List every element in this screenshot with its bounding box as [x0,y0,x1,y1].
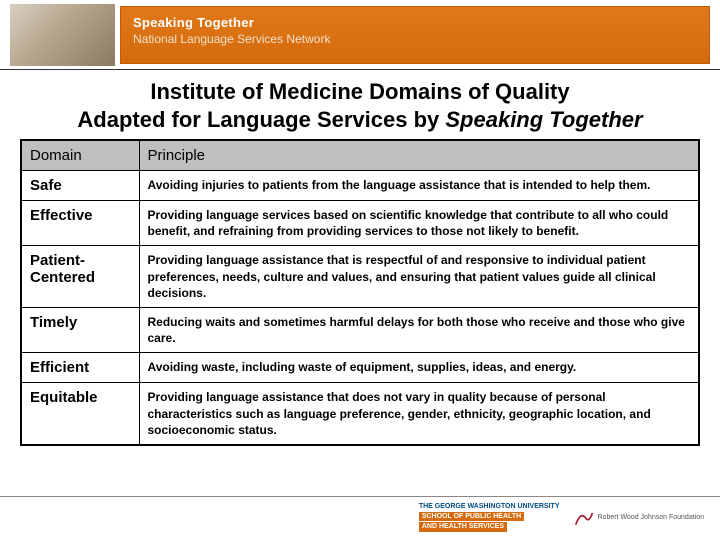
rwjf-mark-icon [574,508,594,528]
cell-domain: Timely [21,307,139,352]
header-photo-placeholder [10,4,115,66]
page-title: Institute of Medicine Domains of Quality… [0,70,720,139]
cell-domain: Effective [21,201,139,246]
table-row: Timely Reducing waits and sometimes harm… [21,307,699,352]
cell-domain: Equitable [21,383,139,445]
cell-principle: Providing language services based on sci… [139,201,699,246]
cell-principle: Reducing waits and sometimes harmful del… [139,307,699,352]
col-header-domain: Domain [21,140,139,171]
gwu-logo: THE GEORGE WASHINGTON UNIVERSITY SCHOOL … [419,503,560,532]
gwu-line2: SCHOOL OF PUBLIC HEALTH [419,512,524,522]
cell-domain: Efficient [21,353,139,383]
cell-domain: Patient-Centered [21,246,139,308]
header-strip: Speaking Together National Language Serv… [0,0,720,70]
table-row: Safe Avoiding injuries to patients from … [21,171,699,201]
title-line2-prefix: Adapted for Language Services by [77,107,445,132]
cell-principle: Avoiding waste, including waste of equip… [139,353,699,383]
col-header-principle: Principle [139,140,699,171]
table-header-row: Domain Principle [21,140,699,171]
slide: Speaking Together National Language Serv… [0,0,720,540]
gwu-line1: THE GEORGE WASHINGTON UNIVERSITY [419,503,560,511]
cell-principle: Avoiding injuries to patients from the l… [139,171,699,201]
table-row: Effective Providing language services ba… [21,201,699,246]
title-line1: Institute of Medicine Domains of Quality [150,79,569,104]
domains-table: Domain Principle Safe Avoiding injuries … [20,139,700,446]
cell-principle: Providing language assistance that is re… [139,246,699,308]
rwjf-logo: Robert Wood Johnson Foundation [574,508,705,528]
cell-principle: Providing language assistance that does … [139,383,699,445]
header-title-line2: National Language Services Network [133,32,697,46]
header-banner: Speaking Together National Language Serv… [120,6,710,64]
cell-domain: Safe [21,171,139,201]
header-title-line1: Speaking Together [133,15,697,30]
table-row: Efficient Avoiding waste, including wast… [21,353,699,383]
table-row: Equitable Providing language assistance … [21,383,699,445]
footer: THE GEORGE WASHINGTON UNIVERSITY SCHOOL … [0,496,720,540]
table-row: Patient-Centered Providing language assi… [21,246,699,308]
rwjf-text: Robert Wood Johnson Foundation [598,514,705,521]
title-line2-em: Speaking Together [445,107,642,132]
table-wrap: Domain Principle Safe Avoiding injuries … [0,139,720,446]
gwu-line3: AND HEALTH SERVICES [419,522,507,532]
